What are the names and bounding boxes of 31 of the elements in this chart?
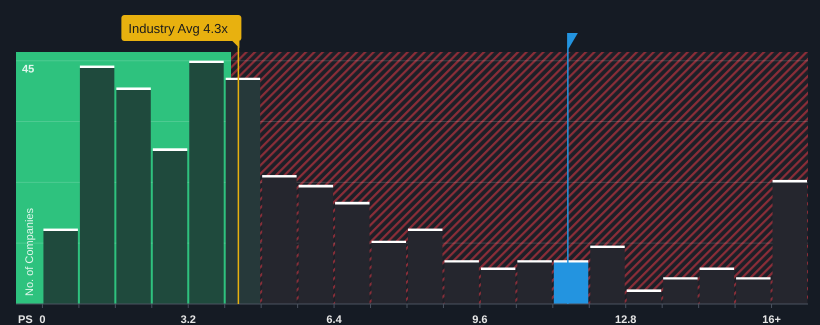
y-axis-title: No. of Companies bbox=[24, 207, 36, 296]
bar bbox=[80, 66, 114, 304]
bar bbox=[772, 180, 807, 304]
annotation: 45 bbox=[22, 64, 34, 76]
x-tick-label: 0 bbox=[39, 314, 46, 325]
bar bbox=[116, 87, 151, 304]
x-tick-label: 9.6 bbox=[472, 314, 488, 325]
bar bbox=[554, 260, 588, 304]
bar bbox=[663, 277, 698, 304]
x-tick-label: 16+ bbox=[762, 314, 781, 325]
bar bbox=[408, 228, 442, 304]
bar bbox=[700, 268, 734, 304]
x-tick-label: 3.2 bbox=[180, 314, 196, 325]
bar bbox=[480, 268, 516, 304]
bar bbox=[372, 240, 406, 304]
bar bbox=[262, 175, 297, 304]
ref-line-label: Industry Avg 4.3x bbox=[128, 21, 228, 36]
bar bbox=[736, 277, 771, 304]
bar bbox=[590, 246, 625, 304]
bar bbox=[152, 148, 188, 304]
x-axis-title: PS bbox=[18, 314, 33, 325]
bar bbox=[335, 202, 370, 304]
bar bbox=[517, 260, 552, 304]
x-tick-label: 6.4 bbox=[326, 314, 343, 325]
bar bbox=[43, 228, 78, 304]
bar bbox=[189, 60, 224, 304]
bar bbox=[226, 78, 260, 304]
bar bbox=[626, 289, 662, 304]
bar bbox=[444, 260, 479, 304]
x-tick-label: 12.8 bbox=[615, 314, 636, 325]
bar bbox=[298, 184, 334, 304]
